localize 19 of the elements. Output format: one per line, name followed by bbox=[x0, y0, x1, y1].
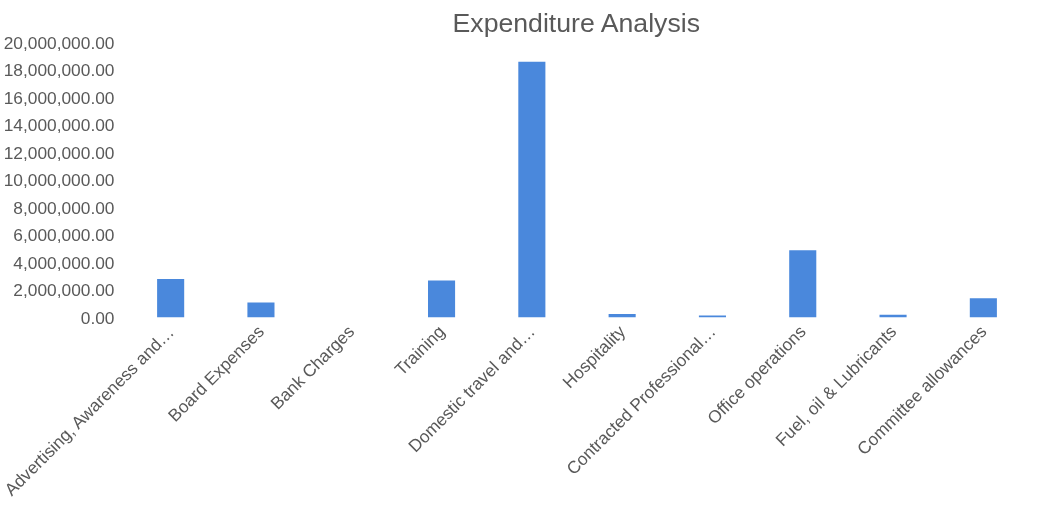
bar bbox=[157, 279, 185, 318]
chart-title: Expenditure Analysis bbox=[452, 7, 701, 38]
y-tick-label: 0.00 bbox=[80, 307, 115, 328]
y-tick-label: 10,000,000.00 bbox=[3, 170, 115, 190]
y-tick-label: 4,000,000.00 bbox=[13, 252, 115, 273]
bar bbox=[698, 315, 726, 318]
bar bbox=[969, 298, 997, 318]
y-tick-label: 12,000,000.00 bbox=[3, 142, 115, 163]
y-tick-label: 14,000,000.00 bbox=[3, 115, 115, 135]
bar bbox=[518, 61, 546, 318]
bar bbox=[789, 250, 817, 318]
y-tick-label: 6,000,000.00 bbox=[13, 225, 115, 245]
bar bbox=[428, 280, 456, 318]
bar bbox=[247, 302, 275, 318]
y-tick-label: 18,000,000.00 bbox=[3, 60, 115, 80]
y-tick-label: 20,000,000.00 bbox=[3, 32, 115, 53]
y-tick-label: 2,000,000.00 bbox=[13, 280, 115, 300]
y-tick-label: 8,000,000.00 bbox=[13, 197, 115, 218]
y-tick-label: 16,000,000.00 bbox=[3, 87, 115, 108]
